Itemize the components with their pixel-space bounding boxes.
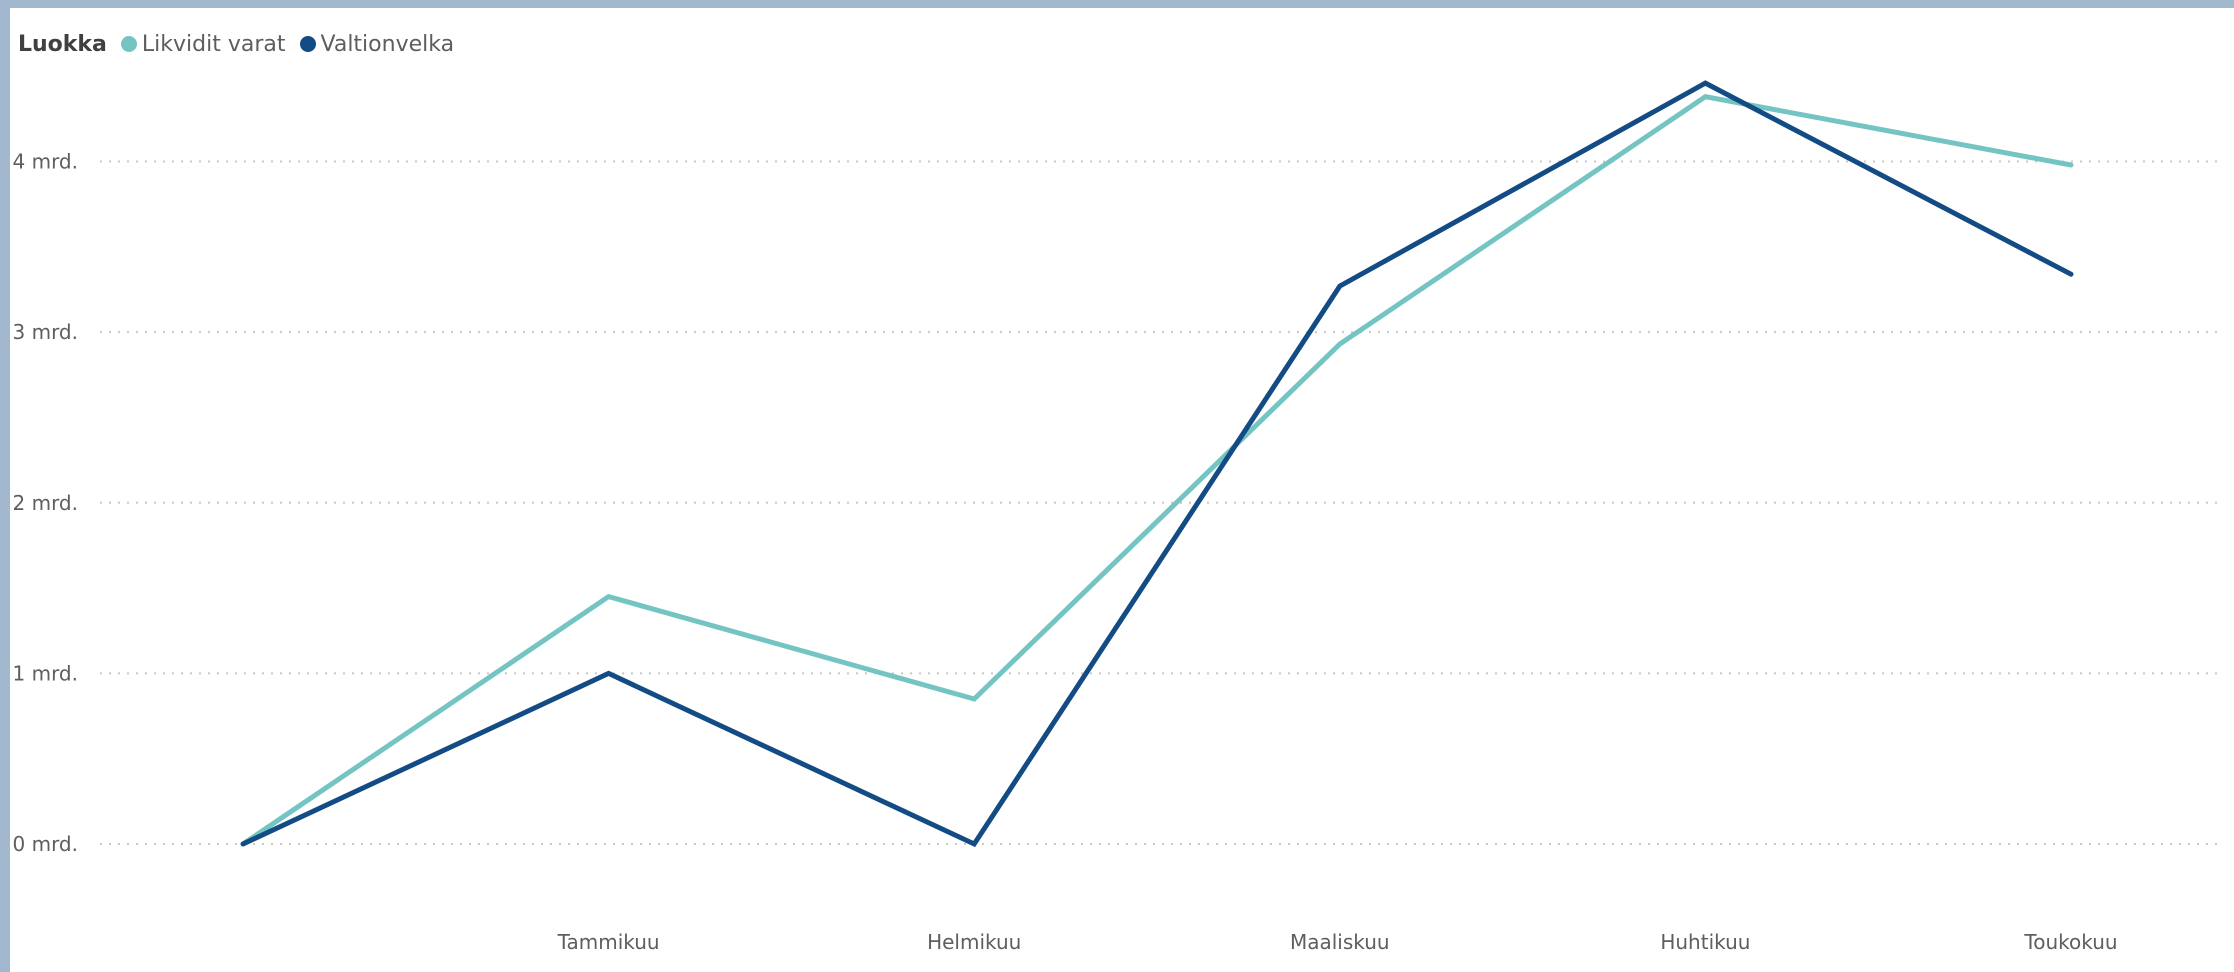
- y-tick-label: 4 mrd.: [13, 150, 79, 174]
- x-tick-label: Huhtikuu: [1660, 930, 1750, 954]
- x-tick-label: Toukokuu: [2023, 930, 2117, 954]
- x-tick-label: Maaliskuu: [1290, 930, 1390, 954]
- line-likvidit-varat: [240, 94, 2074, 847]
- legend-item-likvidit-varat[interactable]: Likvidit varat: [120, 31, 286, 57]
- x-tick-label: Tammikuu: [557, 930, 660, 954]
- y-tick-label: 0 mrd.: [13, 832, 79, 856]
- legend-item-valtionvelka[interactable]: Valtionvelka: [299, 31, 455, 57]
- x-tick-label: Helmikuu: [927, 930, 1021, 954]
- legend-label-valtionvelka: Valtionvelka: [320, 31, 455, 57]
- y-tick-label: 1 mrd.: [13, 661, 79, 685]
- legend-label-likvidit-varat: Likvidit varat: [141, 31, 286, 57]
- chart-visual: Luokka Likvidit varat Valtionvelka 0 mrd…: [10, 8, 2234, 972]
- line-valtionvelka: [240, 80, 2074, 848]
- y-tick-label: 2 mrd.: [13, 491, 79, 515]
- chart-legend: Luokka Likvidit varat Valtionvelka: [18, 28, 468, 60]
- legend-marker-valtionvelka: [299, 36, 316, 52]
- line-chart-plot: 0 mrd. 1 mrd. 2 mrd. 3 mrd. 4 mrd. Tammikuu He…: [13, 80, 2224, 954]
- y-tick-label: 3 mrd.: [13, 320, 79, 344]
- legend-title: Luokka: [18, 31, 107, 57]
- legend-marker-likvidit-varat: [120, 36, 137, 52]
